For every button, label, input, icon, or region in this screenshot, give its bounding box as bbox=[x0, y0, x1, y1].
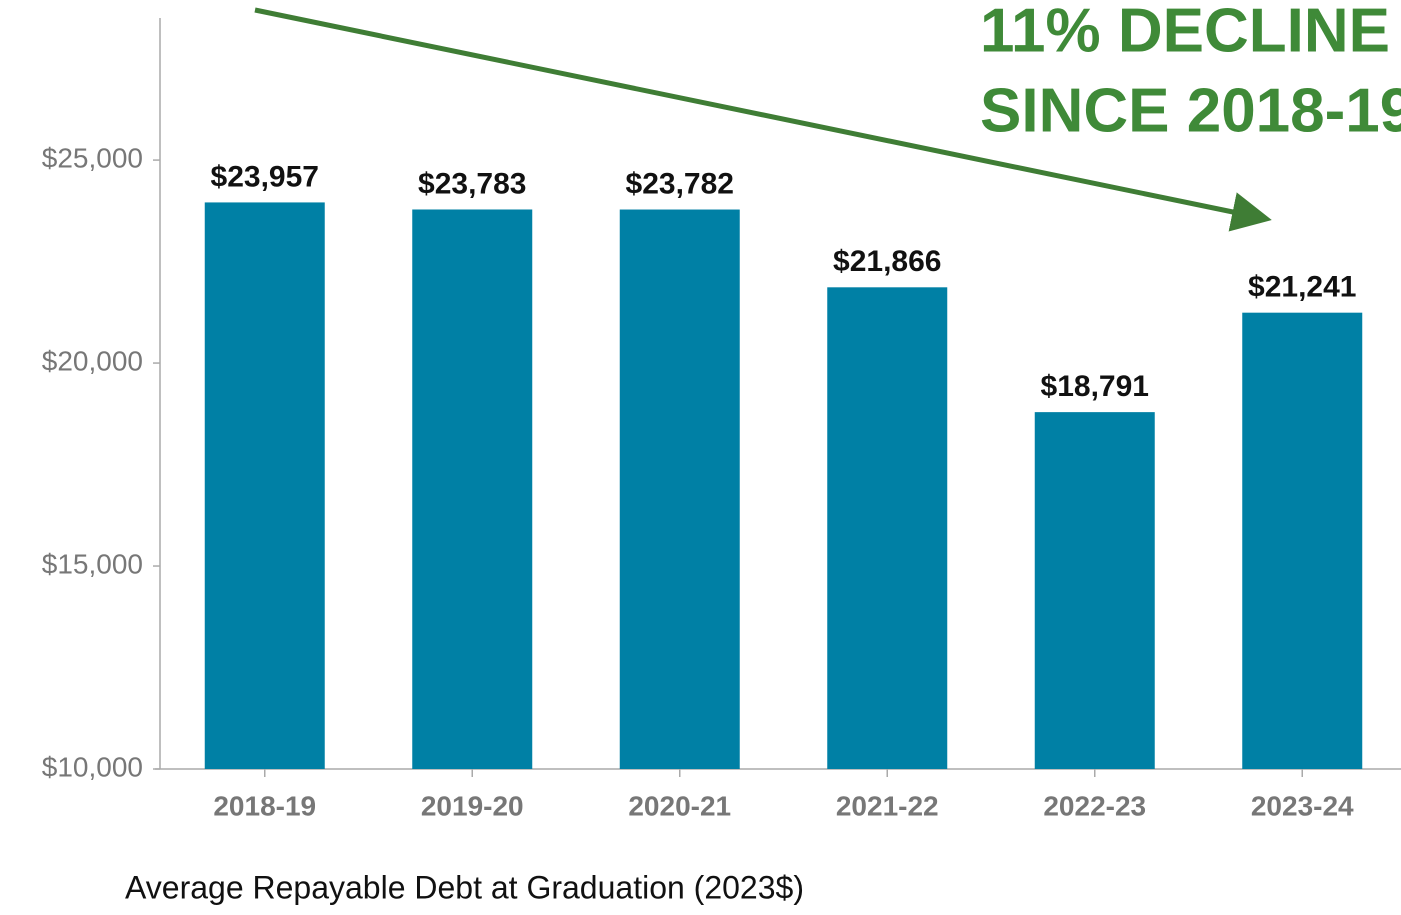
bar bbox=[412, 209, 533, 770]
x-tick-label: 2019-20 bbox=[421, 790, 524, 821]
annotation: 11% DECLINE bbox=[980, 0, 1390, 65]
value-label: $23,783 bbox=[418, 167, 526, 200]
annotation: SINCE 2018-19 bbox=[980, 76, 1401, 145]
y-tick-label: $15,000 bbox=[42, 548, 143, 579]
x-tick-label: 2020-21 bbox=[628, 790, 731, 821]
y-tick-label: $10,000 bbox=[42, 751, 143, 782]
bar bbox=[204, 202, 325, 769]
bar bbox=[827, 287, 948, 769]
value-label: $18,791 bbox=[1041, 370, 1149, 403]
value-label: $21,866 bbox=[833, 245, 941, 278]
bar bbox=[619, 209, 740, 770]
trend-arrow bbox=[254, 7, 1272, 232]
bar bbox=[1242, 312, 1363, 769]
x-tick-label: 2021-22 bbox=[836, 790, 939, 821]
y-tick-label: $25,000 bbox=[42, 142, 143, 173]
x-tick-label: 2022-23 bbox=[1043, 790, 1146, 821]
value-label: $23,782 bbox=[626, 167, 734, 200]
x-tick-label: 2023-24 bbox=[1251, 790, 1354, 821]
value-label: $23,957 bbox=[211, 160, 319, 193]
value-label: $21,241 bbox=[1248, 271, 1356, 304]
x-axis-label: Average Repayable Debt at Graduation (20… bbox=[125, 869, 804, 905]
bar bbox=[1034, 412, 1155, 769]
y-tick-label: $20,000 bbox=[42, 345, 143, 376]
x-tick-label: 2018-19 bbox=[213, 790, 316, 821]
